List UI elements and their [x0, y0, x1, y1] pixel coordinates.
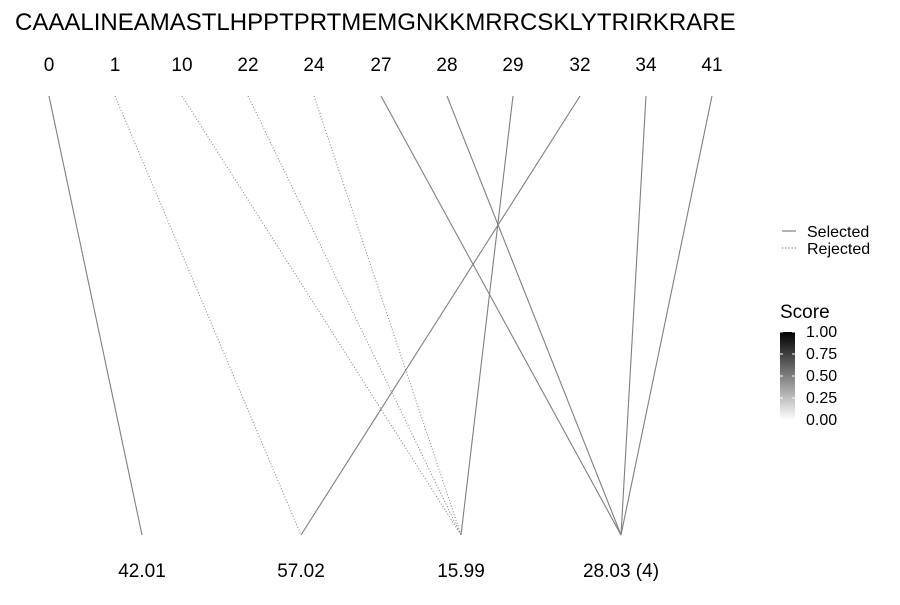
linetype-legend: Selected Rejected	[782, 224, 870, 258]
bottom-label-15-99: 15.99	[437, 561, 485, 582]
connection-34-to-28-03-4	[620, 95, 647, 536]
connection-1-to-57-02	[114, 95, 302, 536]
connection-29-to-15-99	[460, 95, 514, 536]
score-legend: Score 1.00 0.75 0.50 0.25 0.00	[780, 302, 837, 429]
legend-selected-label: Selected	[807, 224, 869, 241]
connection-0-to-42-01	[48, 95, 143, 536]
connection-24-to-15-99	[313, 95, 462, 536]
bottom-label-42-01: 42.01	[118, 561, 166, 582]
top-label-10: 10	[171, 55, 192, 76]
top-label-1: 1	[110, 55, 121, 76]
connection-27-to-28-03-4	[380, 95, 622, 536]
score-tick-label-0-00: 0.00	[806, 412, 837, 429]
top-label-28: 28	[436, 55, 457, 76]
top-label-0: 0	[44, 55, 55, 76]
bottom-label-57-02: 57.02	[277, 561, 325, 582]
bottom-label-28-03-4: 28.03 (4)	[583, 561, 659, 582]
connection-28-to-28-03-4	[446, 95, 622, 536]
connection-lines	[48, 95, 713, 536]
top-label-24: 24	[303, 55, 325, 76]
chart-title: CAAALINEAMASTLHPPTPRTMEMGNKKMRRCSKLYTRIR…	[15, 9, 736, 36]
connection-41-to-28-03-4	[620, 95, 713, 536]
score-ticks: 1.00 0.75 0.50 0.25 0.00	[780, 324, 837, 429]
top-label-29: 29	[502, 55, 523, 76]
score-tick-label-0-25: 0.25	[806, 390, 837, 407]
score-colorbar	[780, 332, 795, 420]
connection-22-to-15-99	[247, 95, 462, 536]
score-tick-label-1-00: 1.00	[806, 324, 837, 341]
connection-32-to-57-02	[300, 95, 581, 536]
top-label-32: 32	[569, 55, 590, 76]
score-tick-label-0-75: 0.75	[806, 346, 837, 363]
score-tick-label-0-50: 0.50	[806, 368, 837, 385]
top-label-22: 22	[237, 55, 258, 76]
top-labels: 0 1 10 22 24 27 28 29 32 34 41	[44, 55, 723, 76]
connection-10-to-15-99	[181, 95, 462, 536]
score-legend-title: Score	[780, 302, 830, 323]
bottom-labels: 42.01 57.02 15.99 28.03 (4)	[118, 561, 659, 582]
top-label-34: 34	[635, 55, 657, 76]
top-label-41: 41	[701, 55, 722, 76]
top-label-27: 27	[370, 55, 391, 76]
legend-rejected-label: Rejected	[807, 241, 870, 258]
